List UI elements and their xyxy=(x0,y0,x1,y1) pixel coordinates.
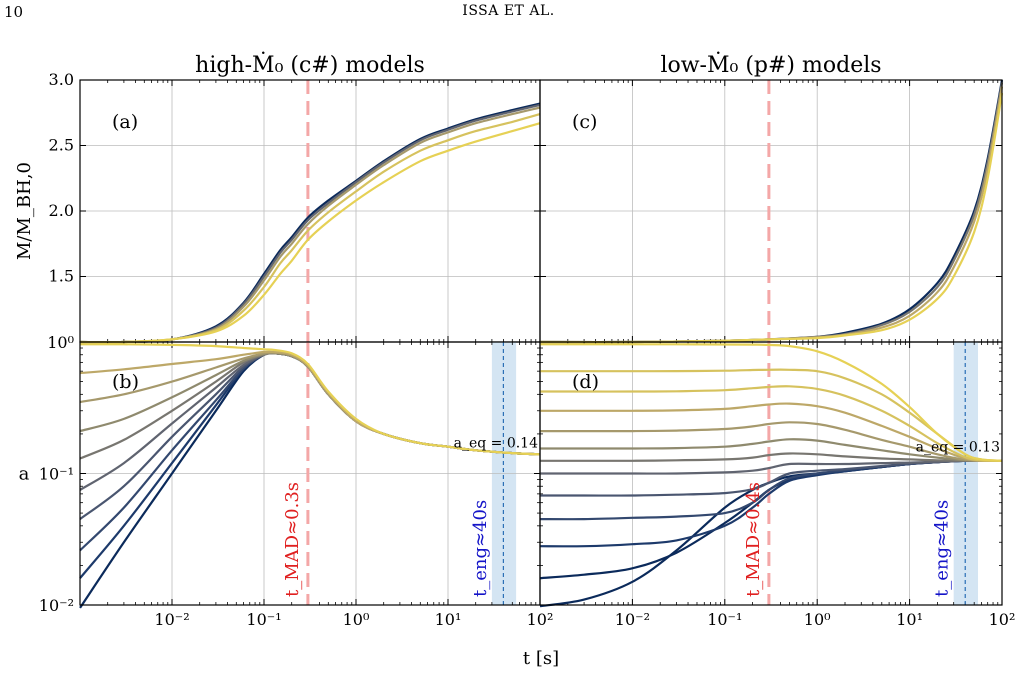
column-1-bottom-y-tick-label: 10⁻² xyxy=(39,596,74,615)
column-2-top-series-line xyxy=(539,92,1004,344)
column-1-bottom-y-tick-label: 10⁻¹ xyxy=(39,465,74,484)
column-2-bottom-series-line xyxy=(540,438,1002,462)
column-2-tmad-annotation: t_MAD≈0.4s xyxy=(743,482,764,597)
column-1-top-series-group xyxy=(79,102,541,344)
column-2-top-panel-label: (c) xyxy=(572,111,597,133)
column-1-top-y-tick-label: 1.5 xyxy=(49,267,74,286)
column-1-bottom-y-tick-label: 10⁰ xyxy=(47,333,74,352)
x-axis-label: t [s] xyxy=(523,648,559,669)
column-2-x-tick-label: 10⁻² xyxy=(615,610,650,629)
column-2-x-tick-label: 10¹ xyxy=(896,610,923,629)
column-1-tmad-annotation: t_MAD≈0.3s xyxy=(282,482,303,597)
column-1-x-tick-label: 10⁻¹ xyxy=(246,610,281,629)
column-1-x-tick-label: 10⁰ xyxy=(343,610,370,629)
column-2-bottom-panel-label: (d) xyxy=(572,371,599,393)
column-1-x-tick-label: 10⁻² xyxy=(154,610,189,629)
column-2-x-tick-label: 10⁰ xyxy=(804,610,831,629)
column-2-teng-annotation: t_eng≈40s xyxy=(932,500,953,597)
column-1-top-series-line xyxy=(79,103,541,344)
column-2-bottom-series-line xyxy=(540,402,1003,463)
column-1-bottom-series-line xyxy=(79,343,541,456)
column-1-aeq-annotation: a_eq = 0.14 xyxy=(454,435,538,451)
column-2-top-series-group xyxy=(539,79,1004,344)
column-2-bottom-series-line xyxy=(540,459,1002,475)
column-1-top-y-tick-label: 2.5 xyxy=(49,136,74,155)
column-2-bottom-frame xyxy=(539,341,1003,606)
column-1-title: high-Ṁ₀ (c#) models xyxy=(195,51,425,78)
column-2-bottom-series-group xyxy=(539,343,1003,608)
column-1-top-panel-label: (a) xyxy=(112,111,138,133)
column-1-top-y-tick-label: 2.0 xyxy=(49,201,74,220)
column-2-x-tick-label: 10⁻¹ xyxy=(707,610,742,629)
column-2-bottom-series-line xyxy=(540,421,1003,462)
running-head: ISSA ET AL. xyxy=(462,3,555,19)
column-1-bottom-series-line xyxy=(79,352,541,491)
column-1-top-series-line xyxy=(79,122,541,344)
column-1-x-tick-label: 10² xyxy=(527,610,554,629)
page-header: 10 ISSA ET AL. xyxy=(0,0,1017,26)
column-1-top-y-tick-label: 3.0 xyxy=(49,70,74,89)
column-1-bottom-panel-label: (b) xyxy=(112,371,139,393)
column-2-aeq-annotation: a_eq = 0.13 xyxy=(916,440,1000,456)
column-2-x-tick-label: 10² xyxy=(989,610,1016,629)
column-1-teng-annotation: t_eng≈40s xyxy=(470,500,491,597)
column-1-x-tick-label: 10¹ xyxy=(435,610,462,629)
column-1-bottom-series-group xyxy=(79,343,541,609)
column-2-bottom-series-line xyxy=(539,459,1002,497)
column-1-top-series-line xyxy=(79,113,541,344)
column-2-bottom-series-line xyxy=(539,385,1003,462)
column-1-bottom-ylabel: a xyxy=(19,464,30,485)
column-1-top-ylabel: M/M_BH,0 xyxy=(14,162,35,260)
column-2-bottom-series-line xyxy=(540,452,1002,462)
page-number: 10 xyxy=(4,3,24,21)
column-2-bottom-series-line xyxy=(540,343,1003,462)
column-2-title: low-Ṁ₀ (p#) models xyxy=(660,51,881,78)
